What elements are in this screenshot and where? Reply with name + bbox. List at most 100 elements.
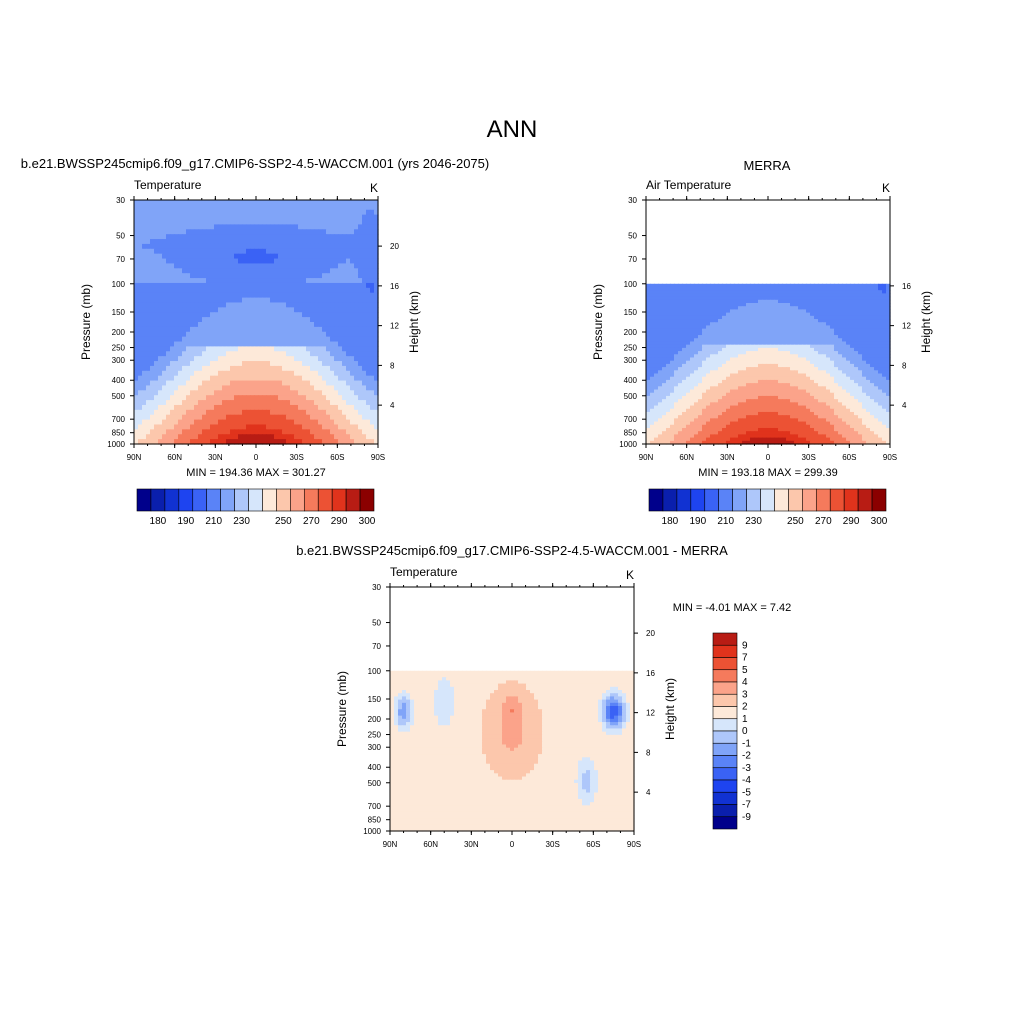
field-cell <box>878 290 883 294</box>
field-cell <box>162 312 167 318</box>
field-cell <box>886 347 891 352</box>
field-cell <box>778 328 783 333</box>
field-cell <box>874 306 879 311</box>
field-cell <box>262 434 267 440</box>
field-cell <box>726 309 731 314</box>
field-cell <box>686 347 691 352</box>
field-cell <box>846 315 851 320</box>
field-cell <box>230 434 235 440</box>
field-cell <box>686 312 691 317</box>
field-cell <box>358 322 363 328</box>
field-cell <box>730 363 735 368</box>
field-cell <box>306 434 311 440</box>
field-cell <box>754 341 759 346</box>
field-cell <box>238 317 243 323</box>
field-cell <box>150 326 155 333</box>
field-cell <box>318 312 323 318</box>
field-cell <box>310 307 315 313</box>
field-cell <box>198 297 203 304</box>
field-cell <box>178 243 183 250</box>
field-cell <box>322 307 327 313</box>
field-cell <box>318 229 323 235</box>
field-cell <box>218 292 223 299</box>
field-cell <box>158 356 163 362</box>
field-cell <box>166 419 171 426</box>
field-cell <box>222 229 227 235</box>
field-cell <box>790 344 795 349</box>
field-cell <box>762 344 767 349</box>
field-cell <box>246 370 251 377</box>
field-cell <box>242 361 247 367</box>
field-cell <box>278 239 283 245</box>
field-cell <box>150 429 155 435</box>
field-cell <box>350 268 355 274</box>
field-cell <box>154 322 159 328</box>
field-cell <box>726 344 731 349</box>
field-cell <box>326 297 331 304</box>
field-cell <box>174 331 179 338</box>
field-cell <box>850 370 855 375</box>
field-cell <box>358 317 363 323</box>
field-cell <box>346 429 351 435</box>
field-cell <box>666 293 671 298</box>
field-cell <box>746 331 751 336</box>
field-cell <box>306 234 311 240</box>
field-cell <box>202 424 207 430</box>
field-cell <box>278 380 283 387</box>
field-cell <box>726 376 731 381</box>
field-cell <box>694 328 699 333</box>
field-cell <box>822 303 827 307</box>
field-cell <box>342 243 347 250</box>
field-cell <box>254 351 259 357</box>
field-cell <box>138 234 143 240</box>
field-cell <box>666 370 671 375</box>
field-cell <box>694 373 699 378</box>
field-cell <box>158 253 163 260</box>
field-cell <box>182 302 187 308</box>
field-cell <box>650 293 655 298</box>
field-cell <box>310 390 315 396</box>
field-cell <box>370 434 375 440</box>
field-cell <box>242 322 247 328</box>
field-cell <box>146 239 151 245</box>
field-cell <box>318 243 323 250</box>
field-cell <box>846 367 851 371</box>
field-cell <box>778 312 783 317</box>
field-cell <box>146 282 151 289</box>
field-cell <box>798 344 803 349</box>
field-cell <box>670 373 675 378</box>
field-cell <box>138 390 143 396</box>
field-cell <box>670 338 675 343</box>
field-cell <box>358 239 363 245</box>
field-cell <box>670 322 675 327</box>
field-cell <box>190 409 195 416</box>
field-cell <box>202 331 207 338</box>
field-cell <box>806 363 811 368</box>
field-cell <box>218 361 223 367</box>
field-cell <box>190 258 195 265</box>
field-cell <box>782 312 787 317</box>
field-cell <box>294 317 299 323</box>
field-cell <box>722 299 727 304</box>
field-cell <box>262 414 267 421</box>
field-cell <box>162 302 167 308</box>
field-cell <box>158 434 163 440</box>
field-cell <box>238 326 243 333</box>
field-cell <box>690 299 695 304</box>
field-cell <box>650 335 655 339</box>
field-cell <box>314 424 319 430</box>
field-cell <box>222 390 227 396</box>
field-cell <box>850 303 855 307</box>
field-cell <box>186 243 191 250</box>
field-cell <box>782 299 787 304</box>
field-cell <box>338 214 343 221</box>
field-cell <box>322 331 327 338</box>
field-cell <box>254 346 259 352</box>
field-cell <box>794 296 799 301</box>
field-cell <box>842 351 847 355</box>
field-cell <box>314 400 319 406</box>
field-cell <box>150 268 155 274</box>
field-cell <box>650 331 655 336</box>
field-cell <box>710 306 715 311</box>
field-cell <box>142 395 147 401</box>
